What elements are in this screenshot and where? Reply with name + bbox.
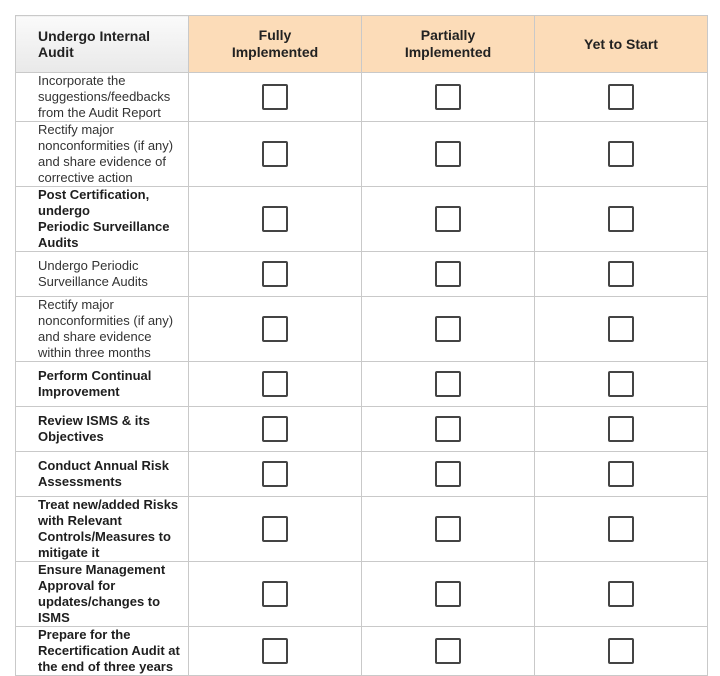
fully-implemented-checkbox[interactable] (262, 261, 288, 287)
partially-implemented-checkbox[interactable] (435, 581, 461, 607)
partially-implemented-checkbox[interactable] (435, 141, 461, 167)
yet-to-start-cell (534, 361, 708, 407)
partially-implemented-cell (361, 561, 535, 627)
table-row: Incorporate the suggestions/feedbacks fr… (15, 72, 708, 122)
table-row: Prepare for the Recertification Audit at… (15, 626, 708, 676)
fully-implemented-cell (188, 296, 362, 362)
fully-implemented-checkbox[interactable] (262, 316, 288, 342)
table-row: Ensure Management Approval for updates/c… (15, 561, 708, 627)
yet-to-start-cell (534, 121, 708, 187)
partially-implemented-cell (361, 186, 535, 252)
fully-implemented-cell (188, 406, 362, 452)
partially-implemented-cell (361, 496, 535, 562)
task-label: Review ISMS & its Objectives (15, 406, 189, 452)
partially-implemented-checkbox[interactable] (435, 261, 461, 287)
partially-implemented-cell (361, 121, 535, 187)
fully-implemented-cell (188, 451, 362, 497)
fully-implemented-cell (188, 72, 362, 122)
yet-to-start-checkbox[interactable] (608, 461, 634, 487)
partially-implemented-checkbox[interactable] (435, 516, 461, 542)
fully-implemented-checkbox[interactable] (262, 461, 288, 487)
task-label: Rectify major nonconformities (if any) a… (15, 121, 189, 187)
task-label: Undergo Periodic Surveillance Audits (15, 251, 189, 297)
fully-implemented-cell (188, 121, 362, 187)
yet-to-start-checkbox[interactable] (608, 638, 634, 664)
fully-implemented-checkbox[interactable] (262, 581, 288, 607)
table-row: Rectify major nonconformities (if any) a… (15, 121, 708, 187)
yet-to-start-checkbox[interactable] (608, 206, 634, 232)
yet-to-start-checkbox[interactable] (608, 416, 634, 442)
fully-implemented-cell (188, 496, 362, 562)
task-label: Rectify major nonconformities (if any) a… (15, 296, 189, 362)
header-row: Undergo Internal Audit Fully Implemented… (15, 15, 708, 73)
partially-implemented-cell (361, 361, 535, 407)
task-label: Treat new/added Risks with Relevant Cont… (15, 496, 189, 562)
table-row: Rectify major nonconformities (if any) a… (15, 296, 708, 362)
yet-to-start-cell (534, 251, 708, 297)
table-row: Conduct Annual Risk Assessments (15, 451, 708, 497)
partially-implemented-checkbox[interactable] (435, 416, 461, 442)
yet-to-start-cell (534, 626, 708, 676)
fully-implemented-checkbox[interactable] (262, 141, 288, 167)
partially-implemented-cell (361, 296, 535, 362)
yet-to-start-checkbox[interactable] (608, 371, 634, 397)
yet-to-start-header: Yet to Start (534, 15, 708, 73)
fully-implemented-checkbox[interactable] (262, 416, 288, 442)
yet-to-start-cell (534, 406, 708, 452)
yet-to-start-checkbox[interactable] (608, 261, 634, 287)
fully-implemented-checkbox[interactable] (262, 638, 288, 664)
fully-implemented-checkbox[interactable] (262, 371, 288, 397)
fully-implemented-cell (188, 251, 362, 297)
partially-implemented-cell (361, 451, 535, 497)
yet-to-start-checkbox[interactable] (608, 516, 634, 542)
yet-to-start-checkbox[interactable] (608, 84, 634, 110)
table-row: Post Certification, undergo Periodic Sur… (15, 186, 708, 252)
fully-implemented-cell (188, 626, 362, 676)
partially-implemented-cell (361, 251, 535, 297)
table-row: Undergo Periodic Surveillance Audits (15, 251, 708, 297)
task-label: Incorporate the suggestions/feedbacks fr… (15, 72, 189, 122)
fully-implemented-cell (188, 561, 362, 627)
yet-to-start-cell (534, 72, 708, 122)
partially-implemented-checkbox[interactable] (435, 84, 461, 110)
yet-to-start-checkbox[interactable] (608, 141, 634, 167)
fully-implemented-cell (188, 361, 362, 407)
fully-implemented-header: Fully Implemented (188, 15, 362, 73)
yet-to-start-cell (534, 186, 708, 252)
table-row: Treat new/added Risks with Relevant Cont… (15, 496, 708, 562)
task-label: Post Certification, undergo Periodic Sur… (15, 186, 189, 252)
partially-implemented-checkbox[interactable] (435, 461, 461, 487)
yet-to-start-cell (534, 296, 708, 362)
yet-to-start-cell (534, 561, 708, 627)
yet-to-start-cell (534, 451, 708, 497)
partially-implemented-cell (361, 72, 535, 122)
task-label: Prepare for the Recertification Audit at… (15, 626, 189, 676)
table-row: Perform Continual Improvement (15, 361, 708, 407)
fully-implemented-checkbox[interactable] (262, 84, 288, 110)
partially-implemented-checkbox[interactable] (435, 206, 461, 232)
partially-implemented-header: Partially Implemented (361, 15, 535, 73)
partially-implemented-checkbox[interactable] (435, 638, 461, 664)
yet-to-start-cell (534, 496, 708, 562)
table-row: Review ISMS & its Objectives (15, 406, 708, 452)
yet-to-start-checkbox[interactable] (608, 316, 634, 342)
task-column-header: Undergo Internal Audit (15, 15, 189, 73)
fully-implemented-checkbox[interactable] (262, 516, 288, 542)
partially-implemented-cell (361, 406, 535, 452)
partially-implemented-cell (361, 626, 535, 676)
partially-implemented-checkbox[interactable] (435, 371, 461, 397)
task-label: Perform Continual Improvement (15, 361, 189, 407)
fully-implemented-cell (188, 186, 362, 252)
task-label: Ensure Management Approval for updates/c… (15, 561, 189, 627)
fully-implemented-checkbox[interactable] (262, 206, 288, 232)
partially-implemented-checkbox[interactable] (435, 316, 461, 342)
yet-to-start-checkbox[interactable] (608, 581, 634, 607)
audit-checklist-table: Undergo Internal Audit Fully Implemented… (15, 15, 708, 676)
task-label: Conduct Annual Risk Assessments (15, 451, 189, 497)
